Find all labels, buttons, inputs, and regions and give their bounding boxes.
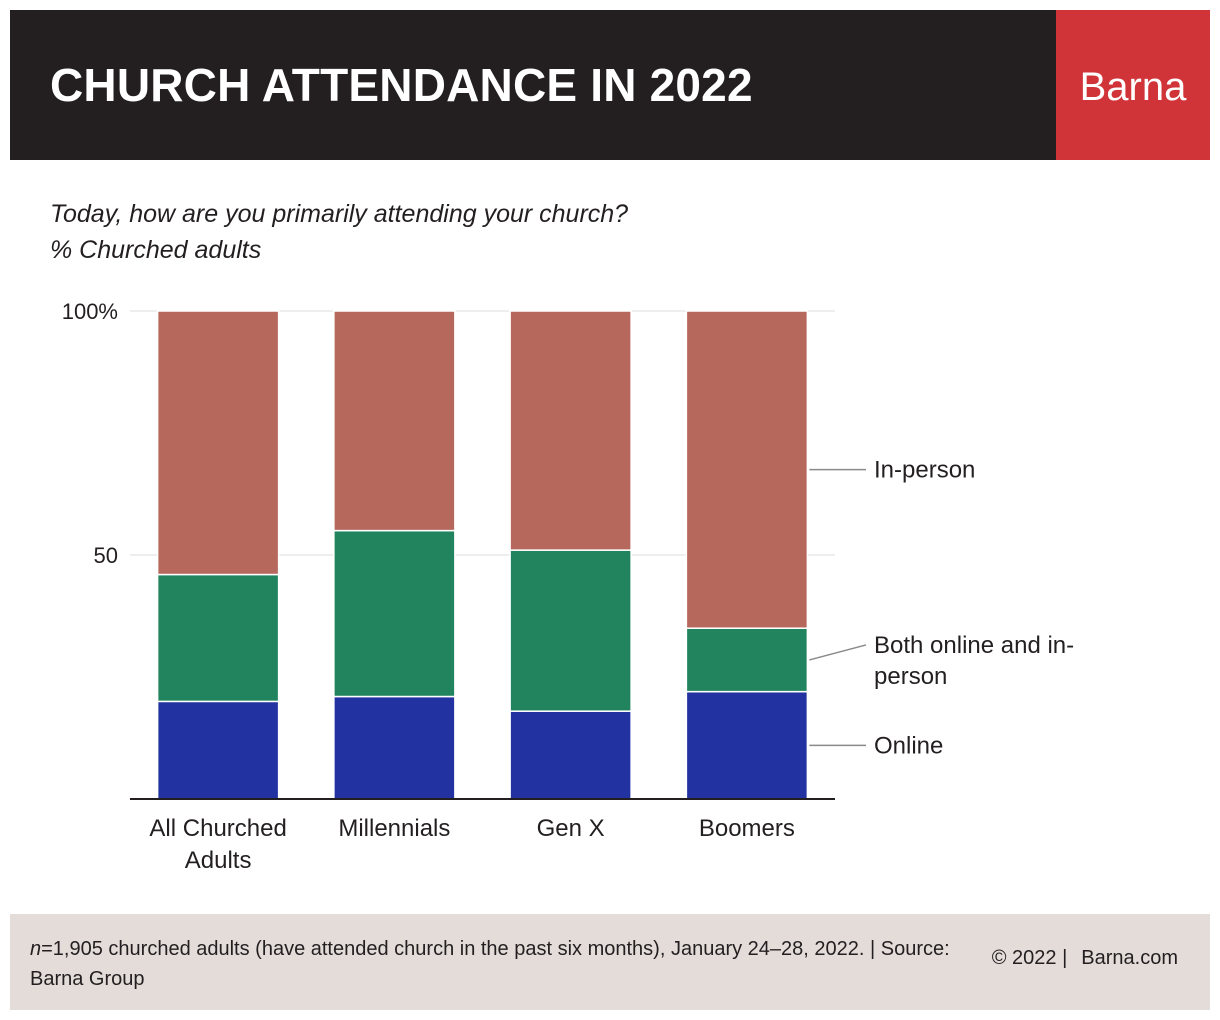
footer-source-note: n=1,905 churched adults (have attended c… (30, 934, 950, 994)
bar-segment (333, 310, 456, 532)
legend-label: person (874, 663, 947, 690)
legend-label: In-person (874, 457, 975, 484)
header-banner: CHURCH ATTENDANCE IN 2022 Barna (10, 10, 1210, 160)
legend-label: Both online and in- (874, 632, 1074, 659)
bar-segment (509, 710, 632, 800)
brand-logo-text: Barna (1079, 65, 1187, 109)
bar-segment (685, 310, 809, 629)
footer-site-link[interactable]: Barna.com (1081, 947, 1178, 969)
bar-segment (685, 690, 809, 800)
bar-segment (509, 310, 632, 551)
x-tick-label: Millennials (338, 815, 450, 842)
bar-segment (685, 627, 809, 693)
stacked-bar-chart: 100% 50 All Churched Adults Millennials Gen X… (62, 299, 1074, 874)
bar-segment (156, 573, 280, 703)
footer-note-text: =1,905 churched adults (have attended ch… (30, 938, 950, 990)
question-subtitle: % Churched adults (50, 236, 262, 264)
x-tick-label: Adults (185, 847, 252, 874)
legend-label: Online (874, 732, 943, 759)
x-tick-label: Boomers (699, 815, 795, 842)
chart-question: Today, how are you primarily attending y… (50, 196, 628, 268)
footer-note-bar: n=1,905 churched adults (have attended c… (10, 914, 1210, 1010)
legend-leader-line (809, 644, 867, 661)
x-tick-label: All Churched (149, 815, 286, 842)
bar-segment (333, 695, 456, 800)
bar-segment (156, 700, 280, 800)
question-text: Today, how are you primarily attending y… (50, 200, 629, 228)
bar-segment (333, 529, 456, 698)
footer-copyright: © 2022 | (991, 947, 1068, 969)
y-tick-label: 50 (94, 543, 118, 568)
footer-n-label: n (30, 938, 42, 960)
brand-logo-box: Barna (1056, 10, 1210, 160)
x-tick-label: Gen X (537, 815, 605, 842)
page-title: CHURCH ATTENDANCE IN 2022 (50, 59, 753, 111)
bar-segment (156, 310, 280, 576)
bar-segment (509, 549, 632, 712)
footer-credits: © 2022 | Barna.com (986, 947, 1178, 970)
y-tick-label: 100% (62, 299, 118, 324)
